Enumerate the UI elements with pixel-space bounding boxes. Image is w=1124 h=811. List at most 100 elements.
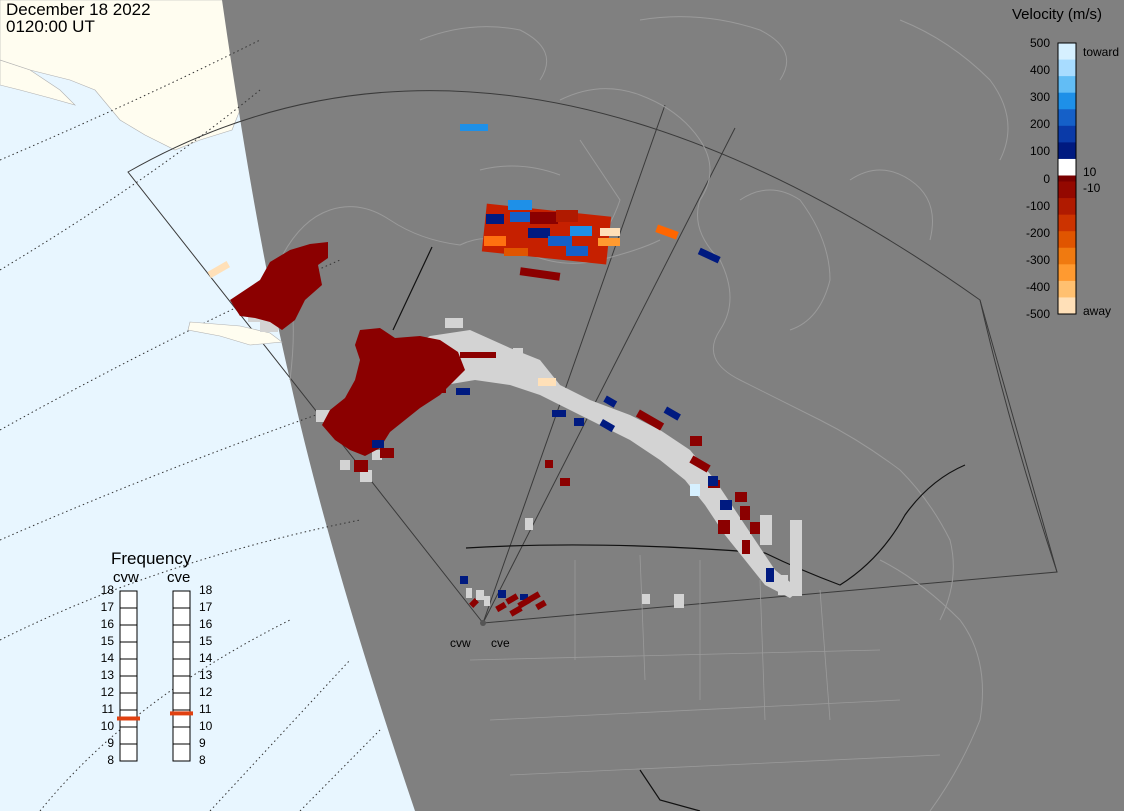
lat-lon-grid — [0, 39, 381, 811]
frequency-cell — [172, 726, 191, 745]
frequency-cell — [172, 658, 191, 677]
frequency-title: Frequency — [111, 549, 192, 568]
colorbar-band — [1058, 109, 1076, 127]
frequency-cell — [172, 624, 191, 643]
frequency-tick-label: 10 — [100, 719, 114, 733]
frequency-tick-label: 8 — [107, 753, 114, 767]
frequency-tick-label: 17 — [199, 600, 213, 614]
night-shade — [222, 0, 1124, 811]
colorbar-toward-label: toward — [1083, 45, 1120, 59]
alaska-peninsula — [0, 59, 77, 106]
alaska-canada-border — [392, 246, 433, 331]
colorbar-tick-label: -100 — [1025, 198, 1050, 213]
frequency-cell — [119, 692, 138, 711]
colorbar-band — [1058, 231, 1076, 249]
near-radar-gs — [466, 588, 490, 606]
frequency-cell — [172, 692, 191, 711]
velocity-cells-north-cluster — [207, 124, 721, 279]
frequency-cell — [172, 590, 191, 609]
velocity-cells-toward — [372, 388, 774, 600]
frequency-cell — [119, 743, 138, 762]
us-canada-border — [465, 464, 966, 586]
frequency-tick-label: 14 — [199, 651, 213, 665]
frequency-tick-label: 17 — [100, 600, 114, 614]
colorbar-band — [1058, 264, 1076, 282]
frequency-marker-cvw — [117, 716, 140, 721]
near-radar-cells — [469, 591, 547, 617]
colorbar-band — [1058, 247, 1076, 265]
velocity-cell-peach — [538, 378, 556, 386]
colorbar-tick-plus10: 10 — [1083, 165, 1097, 179]
frequency-cell — [119, 726, 138, 745]
colorbar-band — [1058, 125, 1076, 143]
frequency-tick-label: 14 — [100, 651, 114, 665]
time-label: 0120:00 UT — [6, 17, 95, 36]
state-borders — [469, 554, 941, 776]
frequency-tick-label: 15 — [199, 634, 213, 648]
frequency-tick-label: 9 — [107, 736, 114, 750]
colorbar-tick-label: -500 — [1025, 307, 1050, 321]
frequency-tick-label: 9 — [199, 736, 206, 750]
us-mexico-border — [639, 769, 701, 811]
frequency-cell — [119, 607, 138, 626]
frequency-tick-label: 16 — [199, 617, 213, 631]
colorbar-tick-label: 100 — [1029, 144, 1050, 159]
colorbar-away-label: away — [1083, 304, 1112, 318]
colorbar-band — [1058, 92, 1076, 110]
frequency-tick-label: 13 — [199, 668, 213, 682]
frequency-tick-label: 10 — [199, 719, 213, 733]
frequency-tick-label: 16 — [100, 617, 114, 631]
frequency-tick-label: 12 — [100, 685, 114, 699]
frequency-cell — [119, 641, 138, 660]
frequency-tick-label: 12 — [199, 685, 213, 699]
colorbar-band — [1058, 43, 1076, 61]
colorbar-band — [1058, 280, 1076, 298]
frequency-cell — [119, 590, 138, 609]
frequency-tick-label: 11 — [199, 702, 212, 716]
date-label: December 18 2022 — [6, 0, 151, 19]
colorbar-band — [1058, 198, 1076, 216]
frequency-cell — [172, 743, 191, 762]
frequency-tick-label: 18 — [199, 583, 213, 597]
colorbar-band — [1058, 181, 1076, 199]
frequency-cell — [119, 624, 138, 643]
colorbar-band — [1058, 214, 1076, 232]
site-label-cve: cve — [491, 636, 510, 650]
frequency-tick-label: 8 — [199, 753, 206, 767]
colorbar-band — [1058, 142, 1076, 160]
colorbar-band — [1058, 175, 1076, 182]
frequency-radar-cvw: cvw — [113, 569, 139, 586]
colorbar-tick-label: 400 — [1029, 63, 1050, 78]
aleutian-land — [187, 321, 283, 346]
colorbar-band — [1058, 76, 1076, 94]
frequency-tick-label: 13 — [100, 668, 114, 682]
colorbar-band — [1058, 158, 1076, 176]
colorbar-title: Velocity (m/s) — [1012, 6, 1103, 23]
frequency-radar-cve: cve — [167, 569, 191, 586]
velocity-cells-away — [230, 242, 760, 554]
radar-site-marker — [480, 620, 486, 626]
velocity-cell-light — [690, 484, 700, 496]
colorbar-tick-label: -200 — [1025, 225, 1050, 240]
velocity-colorbar — [1058, 43, 1076, 315]
fov-outlines — [127, 90, 1058, 624]
frequency-tick-label: 18 — [100, 583, 114, 597]
colorbar-band — [1058, 297, 1076, 315]
colorbar-frame — [1057, 42, 1077, 315]
colorbar-tick-label: 500 — [1029, 36, 1050, 50]
frequency-cell — [119, 675, 138, 694]
fov-beam-lines — [482, 104, 736, 624]
colorbar-tick-label: 200 — [1029, 117, 1050, 132]
frequency-cell — [172, 641, 191, 660]
colorbar-tick-label: -300 — [1025, 252, 1050, 267]
frequency-marker-cve — [170, 711, 193, 716]
colorbar-tick-label: 300 — [1029, 90, 1050, 105]
colorbar-tick-label: -400 — [1025, 279, 1050, 294]
frequency-tick-label: 15 — [100, 634, 114, 648]
colorbar-band — [1058, 59, 1076, 77]
frequency-cell — [119, 658, 138, 677]
frequency-cell — [172, 607, 191, 626]
frequency-tick-label: 11 — [101, 702, 114, 716]
frequency-cell — [172, 675, 191, 694]
